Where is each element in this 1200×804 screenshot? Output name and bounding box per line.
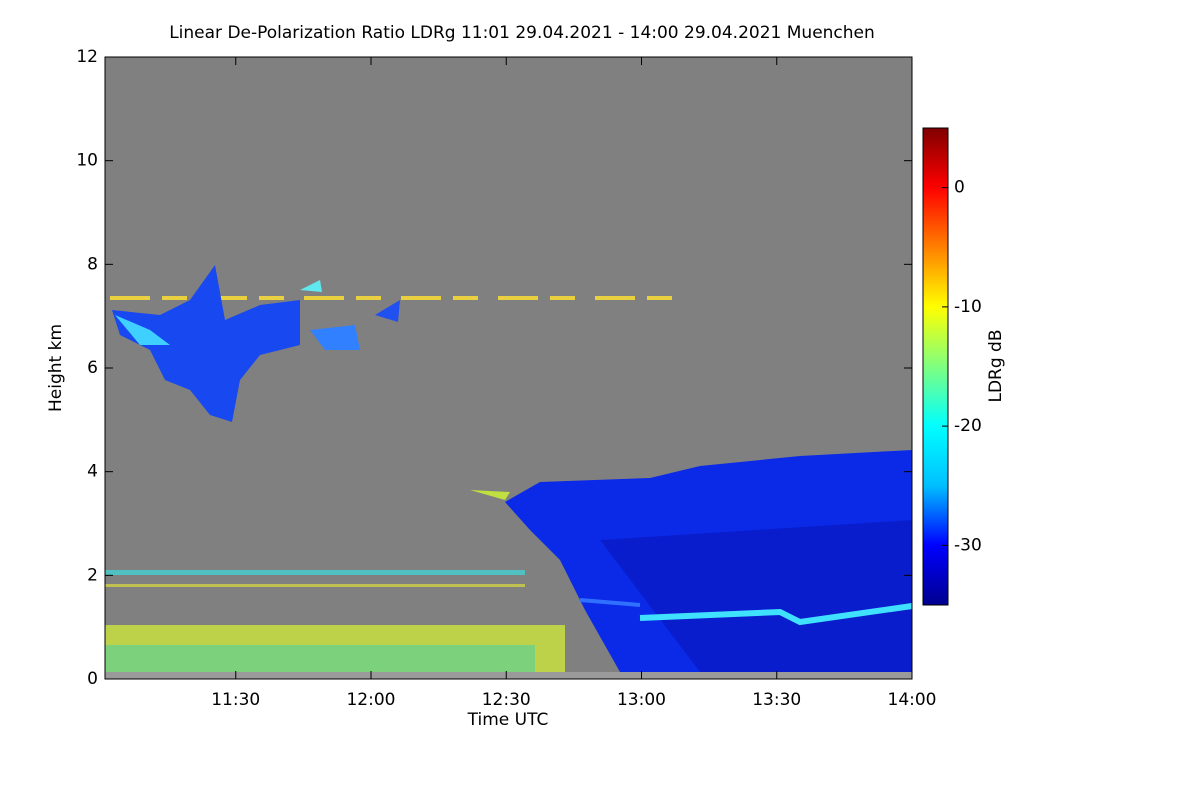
cloud-low-dense bbox=[600, 520, 912, 672]
x-axis-label: Time UTC bbox=[467, 710, 549, 730]
y-axis-label: Height km bbox=[46, 324, 66, 412]
cirrus bbox=[300, 280, 322, 292]
y-tick-label: 4 bbox=[87, 462, 98, 482]
colorbar-tick-label: 0 bbox=[954, 178, 965, 198]
x-tick-label: 13:00 bbox=[617, 690, 666, 710]
cirrus bbox=[375, 300, 400, 322]
y-tick-label: 12 bbox=[76, 47, 98, 67]
x-tick-label: 12:00 bbox=[346, 690, 395, 710]
x-tick-label: 14:00 bbox=[888, 690, 937, 710]
chart-title: Linear De-Polarization Ratio LDRg 11:01 … bbox=[169, 23, 875, 43]
y-tick-label: 0 bbox=[87, 669, 98, 689]
colorbar-tick-label: -20 bbox=[954, 416, 982, 436]
colorbar bbox=[922, 127, 949, 606]
y-tick-label: 8 bbox=[87, 254, 98, 274]
y-tick-label: 2 bbox=[87, 565, 98, 585]
x-tick-label: 12:30 bbox=[482, 690, 531, 710]
colorbar-tick-label: -10 bbox=[954, 297, 982, 317]
colorbar-tick-label: -30 bbox=[954, 535, 982, 555]
layer-3km bbox=[470, 490, 510, 500]
bottom-strip bbox=[105, 672, 912, 679]
colorbar-label: LDRg dB bbox=[986, 329, 1006, 402]
ldr-field bbox=[105, 265, 913, 679]
cyan-layer bbox=[639, 603, 913, 626]
x-tick-label: 11:30 bbox=[211, 690, 260, 710]
cirrus bbox=[112, 265, 300, 422]
blue-layer bbox=[579, 598, 641, 607]
y-tick-label: 6 bbox=[87, 358, 98, 378]
cirrus bbox=[115, 315, 170, 345]
y-tick-label: 10 bbox=[76, 151, 98, 171]
layer-2km bbox=[105, 570, 525, 575]
aerosol-layer bbox=[105, 645, 535, 672]
layer-2km bbox=[105, 584, 525, 587]
x-tick-label: 13:30 bbox=[752, 690, 801, 710]
cirrus bbox=[310, 325, 360, 350]
